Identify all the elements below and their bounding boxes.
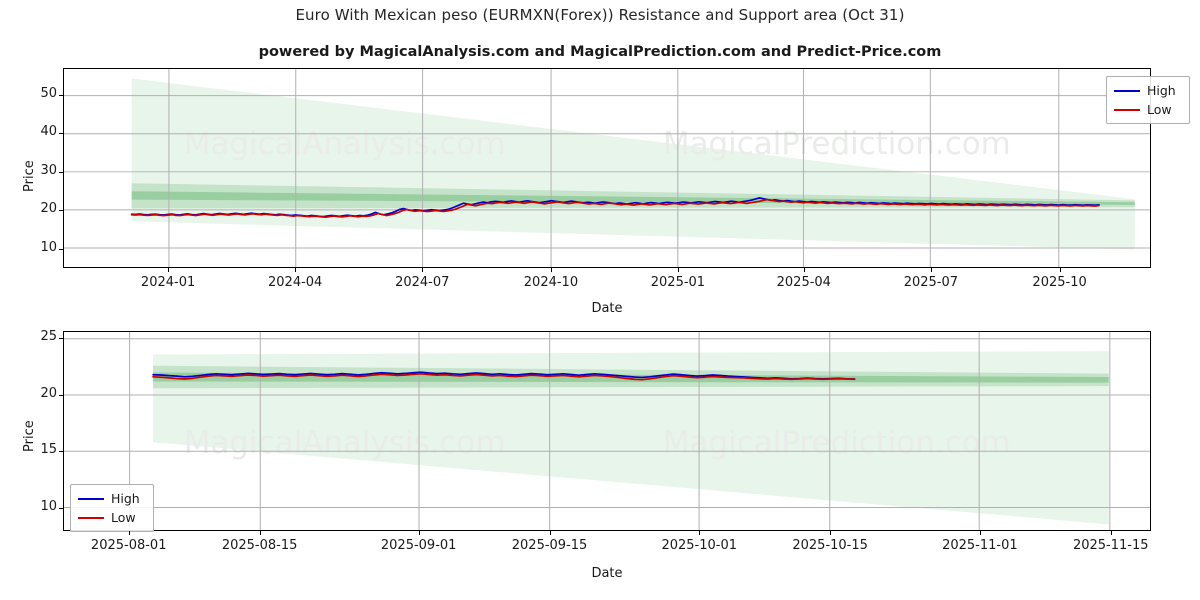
legend-item-high: High — [1114, 81, 1182, 100]
legend-label-low: Low — [1147, 102, 1172, 117]
x-tick-label: 2025-09-01 — [380, 538, 457, 553]
y-tick-mark — [59, 337, 63, 339]
y-tick-label: 25 — [40, 328, 57, 344]
x-tick-label: 2025-07 — [903, 275, 959, 290]
x-tick-mark — [699, 531, 701, 535]
x-tick-label: 2025-10-15 — [792, 538, 868, 553]
y-tick-label: 40 — [40, 124, 57, 140]
legend-item-high: High — [78, 489, 146, 508]
x-tick-mark — [295, 268, 297, 272]
y-tick-mark — [59, 508, 63, 510]
x-tick-label: 2025-04 — [776, 275, 831, 290]
chart-plot-bottom: MagicalAnalysis.com MagicalPrediction.com — [63, 331, 1151, 531]
x-tick-mark — [803, 268, 805, 272]
series-line-high — [152, 371, 856, 380]
y-tick-label: 20 — [40, 201, 57, 217]
x-tick-mark — [979, 531, 981, 535]
x-tick-mark — [259, 531, 261, 535]
page-subtitle: powered by MagicalAnalysis.com and Magic… — [258, 44, 942, 60]
x-tick-mark — [830, 531, 832, 535]
legend-line-high-icon — [78, 497, 104, 500]
series-line-low — [130, 198, 1100, 218]
x-tick-label: 2024-07 — [395, 275, 450, 290]
x-tick-mark — [677, 268, 679, 272]
x-tick-label: 2025-11-01 — [942, 538, 1018, 553]
x-axis-label-top: Date — [591, 301, 623, 316]
y-tick-mark — [59, 248, 63, 250]
series-line-low — [152, 373, 856, 381]
legend-top: High Low — [1106, 76, 1190, 124]
legend-label-high: High — [111, 491, 140, 506]
x-axis-label-bottom: Date — [591, 566, 623, 581]
band-outer-cone — [131, 78, 1135, 250]
legend-bottom: High Low — [70, 484, 154, 532]
page-title: Euro With Mexican peso (EURMXN(Forex)) R… — [295, 6, 905, 24]
legend-item-low: Low — [78, 508, 146, 527]
y-tick-label: 10 — [40, 239, 57, 255]
chart-plot-top: MagicalAnalysis.com MagicalPrediction.com — [63, 68, 1151, 268]
legend-label-low: Low — [111, 510, 136, 525]
legend-item-low: Low — [1114, 100, 1182, 119]
watermark-text: MagicalPrediction.com — [663, 126, 1011, 162]
x-tick-mark — [168, 268, 170, 272]
band-inner-band — [131, 191, 1135, 205]
x-tick-label: 2024-04 — [268, 275, 323, 290]
legend-label-high: High — [1147, 83, 1176, 98]
x-tick-mark — [930, 268, 932, 272]
x-tick-mark — [1059, 268, 1061, 272]
watermark-text: MagicalAnalysis.com — [184, 425, 506, 461]
x-tick-mark — [549, 531, 551, 535]
y-tick-label: 20 — [40, 385, 57, 401]
x-tick-mark — [550, 268, 552, 272]
y-tick-mark — [59, 133, 63, 135]
y-tick-mark — [59, 94, 63, 96]
legend-line-low-icon — [78, 516, 104, 519]
y-tick-mark — [59, 210, 63, 212]
x-tick-label: 2024-01 — [140, 275, 196, 290]
y-tick-mark — [59, 394, 63, 396]
x-tick-mark — [418, 531, 420, 535]
x-tick-label: 2025-08-01 — [90, 538, 167, 553]
x-tick-label: 2025-09-15 — [511, 538, 588, 553]
x-tick-label: 2025-10-01 — [661, 538, 738, 553]
x-tick-mark — [128, 531, 130, 535]
x-tick-mark — [422, 268, 424, 272]
x-tick-label: 2025-08-15 — [221, 538, 298, 553]
x-tick-mark — [1110, 531, 1112, 535]
legend-line-low-icon — [1114, 108, 1140, 111]
y-tick-label: 50 — [40, 85, 57, 101]
legend-line-high-icon — [1114, 89, 1140, 92]
x-tick-label: 2025-10 — [1032, 275, 1087, 290]
y-tick-label: 15 — [40, 442, 57, 458]
y-tick-mark — [59, 451, 63, 453]
y-tick-label: 10 — [40, 499, 57, 515]
x-tick-label: 2025-11-15 — [1072, 538, 1149, 553]
band-outer-cone — [153, 351, 1109, 525]
x-tick-label: 2025-01 — [650, 275, 706, 290]
x-tick-label: 2024-10 — [523, 275, 579, 290]
watermark-text: MagicalPrediction.com — [663, 425, 1011, 461]
watermark-text: MagicalAnalysis.com — [184, 126, 506, 162]
y-tick-mark — [59, 171, 63, 173]
y-tick-label: 30 — [40, 162, 57, 178]
